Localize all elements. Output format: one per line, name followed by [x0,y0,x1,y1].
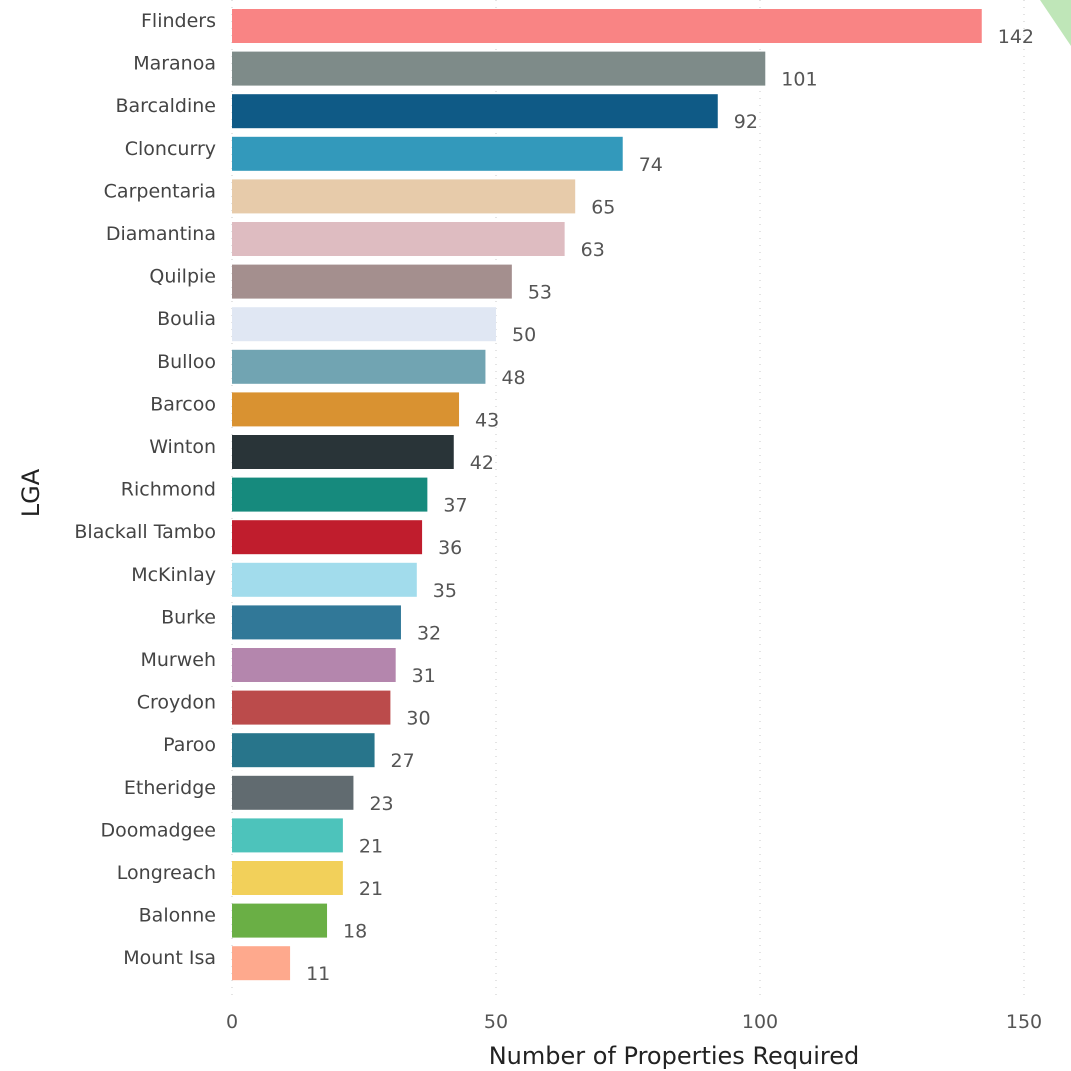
category-label: Richmond [121,479,216,501]
category-label: McKinlay [131,564,216,586]
bar [232,307,496,342]
category-label: Winton [149,436,216,458]
y-axis-title: LGA [17,468,45,517]
value-label: 11 [306,963,330,985]
value-label: 101 [781,69,817,91]
category-labels: Flinders Maranoa Barcaldine Cloncurry Carpen… [74,10,216,969]
category-label: Doomadgee [100,819,216,841]
bar [232,51,766,86]
category-label: Diamantina [106,223,216,245]
bar [232,264,512,299]
x-tick-label: 0 [226,1011,238,1033]
value-label: 23 [369,793,393,815]
category-label: Maranoa [133,53,216,75]
value-label: 53 [528,282,552,304]
bar [232,520,423,555]
category-label: Croydon [137,692,216,714]
bar [232,946,291,981]
value-label: 63 [581,239,605,261]
category-label: Barcoo [150,393,216,415]
category-label: Etheridge [124,777,216,799]
value-label: 30 [406,708,430,730]
bar [232,392,460,427]
bar [232,9,982,43]
value-label: 42 [470,452,494,474]
bar [232,861,343,895]
value-label: 21 [359,878,383,900]
bar [232,179,576,214]
bars [232,9,982,981]
value-label: 21 [359,835,383,857]
category-label: Longreach [117,862,216,884]
category-label: Mount Isa [123,947,216,969]
value-label: 48 [501,367,525,389]
category-label: Burke [161,606,216,628]
value-label: 43 [475,409,499,431]
bar [232,136,623,171]
value-label: 35 [433,580,457,602]
bar [232,690,391,725]
bar [232,94,718,129]
bar [232,903,328,938]
x-tick-label: 100 [742,1011,778,1033]
value-label: 92 [734,111,758,133]
value-label: 32 [417,622,441,644]
x-axis-title: Number of Properties Required [489,1042,860,1070]
value-label: 74 [639,154,663,176]
category-label: Boulia [157,308,216,330]
value-label: 31 [412,665,436,687]
bar [232,648,396,682]
category-label: Murweh [140,649,216,671]
bar [232,222,565,256]
bar [232,605,401,640]
category-label: Bulloo [157,351,216,373]
value-label: 65 [591,196,615,218]
x-tick-label: 150 [1006,1011,1042,1033]
category-label: Blackall Tambo [74,521,216,543]
value-label: 36 [438,537,462,559]
bar [232,733,375,768]
value-label: 37 [443,495,467,517]
value-label: 27 [391,750,415,772]
category-label: Carpentaria [104,180,216,202]
category-label: Balonne [139,905,216,927]
bar [232,818,343,853]
category-label: Quilpie [149,266,216,288]
bar [232,477,428,512]
bar [232,562,417,597]
value-label: 18 [343,921,367,943]
bar [232,775,354,810]
x-tick-labels: 0 50 100 150 [226,1011,1042,1033]
value-label: 142 [998,26,1034,48]
category-label: Cloncurry [125,138,216,160]
corner-decoration [1040,0,1071,46]
category-label: Barcaldine [115,95,216,117]
category-label: Paroo [163,734,216,756]
bar [232,349,486,384]
bar [232,435,454,469]
x-tick-label: 50 [484,1011,508,1033]
category-label: Flinders [141,10,216,32]
value-label: 50 [512,324,536,346]
